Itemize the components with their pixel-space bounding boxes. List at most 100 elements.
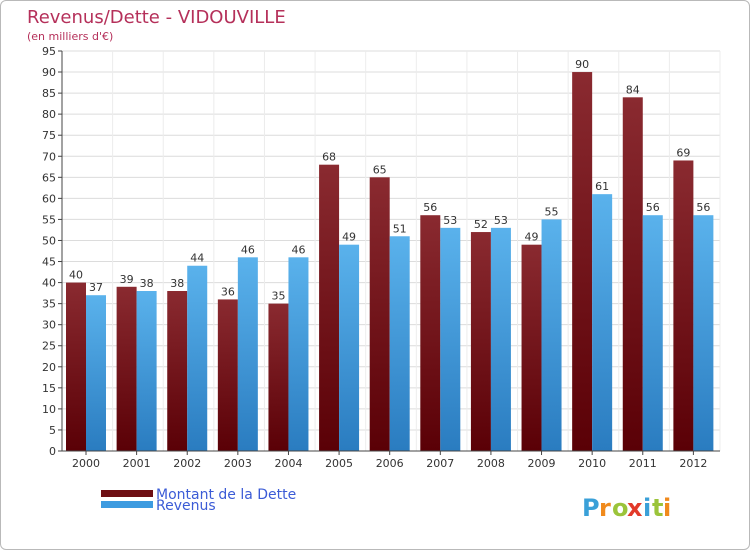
data-label: 46 [241,243,255,256]
data-label: 38 [140,277,154,290]
logo-letter: o [612,494,629,522]
bar-dette-2012 [673,160,694,451]
bar-dette-2008 [470,232,491,451]
bar-dette-2003 [217,299,238,451]
bar-dette-2011 [622,97,643,451]
bar-revenus-2007 [440,227,461,451]
bar-revenus-2004 [288,257,309,451]
y-tick-label: 25 [42,340,56,353]
logo-letter: x [627,494,643,522]
y-tick-label: 45 [42,256,56,269]
bar-revenus-2001 [136,291,157,451]
data-label: 40 [69,269,83,282]
data-label: 84 [626,83,640,96]
x-tick-label: 2012 [679,457,707,470]
y-tick-label: 30 [42,319,56,332]
y-tick-label: 0 [49,445,56,458]
data-label: 55 [545,205,559,218]
y-tick-label: 15 [42,382,56,395]
data-label: 35 [271,290,285,303]
logo-letter: P [582,494,600,522]
logo-letter: t [652,494,663,522]
data-label: 52 [474,218,488,231]
data-label: 39 [120,273,134,286]
data-label: 90 [575,58,589,71]
x-tick-label: 2001 [123,457,151,470]
y-tick-label: 20 [42,361,56,374]
y-tick-label: 5 [49,424,56,437]
legend-swatch-dette [101,490,153,497]
logo-letter: i [663,494,671,522]
data-label: 37 [89,281,103,294]
bar-dette-2002 [167,291,188,451]
x-tick-label: 2010 [578,457,606,470]
axes: 0 5 10 15 20 25 30 35 40 45 50 55 60 65 70 75 80 85 90 95 20… [42,45,720,470]
chart-title: Revenus/Dette - VIDOUVILLE [27,7,286,28]
data-label: 51 [393,222,407,235]
bar-dette-2009 [521,244,542,451]
y-tick-label: 65 [42,171,56,184]
y-tick-label: 70 [42,150,56,163]
y-tick-label: 50 [42,234,56,247]
legend-label-dette: Montant de la Dette [156,487,296,503]
x-tick-label: 2006 [376,457,404,470]
y-tick-label: 10 [42,403,56,416]
x-tick-label: 2011 [629,457,657,470]
bar-revenus-2011 [642,215,663,451]
data-label: 56 [423,201,437,214]
bar-revenus-2009 [541,219,562,451]
x-tick-label: 2008 [477,457,505,470]
data-label: 53 [494,214,508,227]
y-tick-label: 95 [42,45,56,58]
data-label: 56 [646,201,660,214]
logo-letter: i [643,494,651,522]
bar-revenus-2012 [693,215,714,451]
legend-swatch-revenus [101,501,153,508]
bar-revenus-2008 [490,227,511,451]
y-tick-label: 85 [42,87,56,100]
data-label: 38 [170,277,184,290]
data-label: 65 [373,163,387,176]
bars [66,72,714,451]
y-tick-label: 80 [42,108,56,121]
bar-dette-2001 [116,286,137,451]
x-tick-label: 2009 [528,457,556,470]
data-label: 36 [221,285,235,298]
y-tick-label: 55 [42,213,56,226]
x-tick-label: 2004 [274,457,302,470]
bar-dette-2005 [319,164,340,451]
y-tick-label: 75 [42,129,56,142]
chart-subtitle: (en milliers d'€) [27,30,113,43]
x-tick-label: 2007 [426,457,454,470]
y-tick-label: 40 [42,277,56,290]
y-tick-label: 60 [42,192,56,205]
data-label: 56 [696,201,710,214]
bar-revenus-2003 [237,257,258,451]
bar-revenus-2006 [389,236,410,451]
bar-dette-2004 [268,303,289,451]
x-tick-label: 2000 [72,457,100,470]
legend-label-revenus: Revenus [156,498,216,514]
y-tick-label: 35 [42,298,56,311]
data-label: 61 [595,180,609,193]
x-tick-label: 2005 [325,457,353,470]
bar-revenus-2010 [592,194,613,451]
x-tick-label: 2002 [173,457,201,470]
data-label: 68 [322,151,336,164]
data-label: 46 [291,243,305,256]
data-labels: 40 37 39 38 38 44 36 46 35 46 68 49 65 51 56 53 52 53 49 55… [69,58,710,303]
bar-dette-2007 [420,215,441,451]
bar-revenus-2005 [339,244,360,451]
x-tick-label: 2003 [224,457,252,470]
bar-revenus-2000 [86,295,106,451]
data-label: 49 [525,231,539,244]
data-label: 44 [190,252,204,265]
data-label: 49 [342,231,356,244]
data-label: 69 [676,146,690,159]
data-label: 53 [443,214,457,227]
bar-dette-2010 [572,72,593,451]
